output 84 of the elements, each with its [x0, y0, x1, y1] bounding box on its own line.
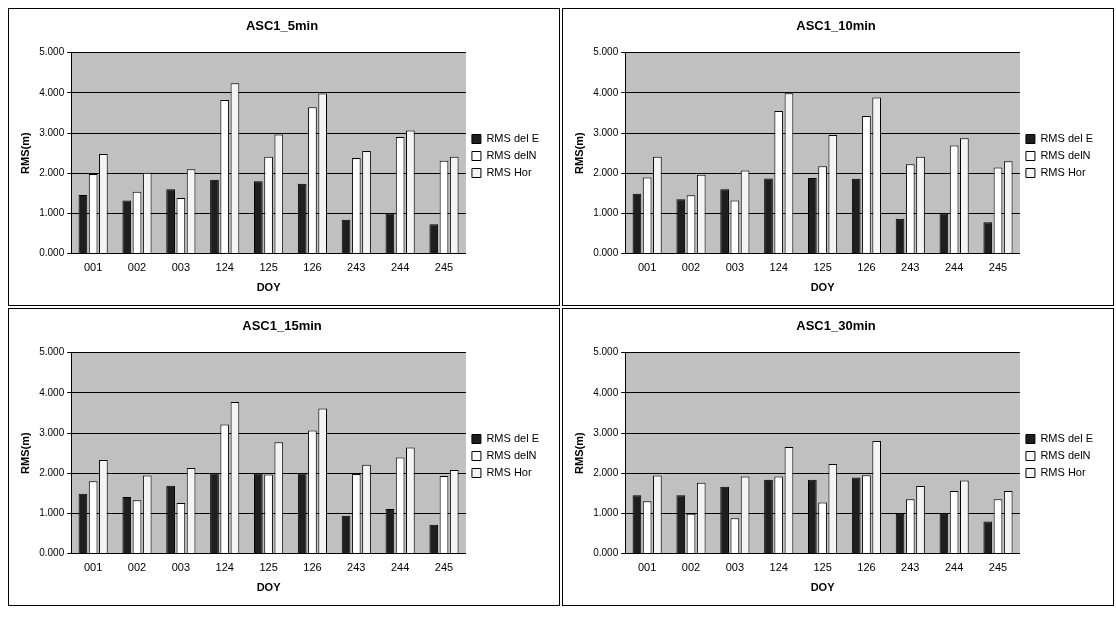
chart-title: ASC1_30min [796, 318, 876, 334]
legend-label: RMS delN [1040, 449, 1091, 462]
x-tick-label: 245 [434, 261, 454, 274]
x-tick-label: 125 [813, 561, 832, 574]
x-tick-label: 001 [83, 561, 103, 574]
legend-label: RMS Hor [1040, 166, 1086, 179]
y-tick-label: 0.000 [593, 247, 619, 259]
y-tick-label: 0.000 [39, 547, 65, 559]
chart-title: ASC1_10min [796, 18, 876, 34]
chart-title: ASC1_15min [242, 318, 322, 334]
y-tick-label: 2.000 [39, 166, 65, 178]
x-tick-label: 126 [303, 261, 322, 274]
x-tick-label: 001 [83, 261, 103, 274]
x-tick-label: 125 [813, 261, 832, 274]
x-tick-label: 244 [944, 261, 964, 274]
y-axis-title: RMS(m) [18, 431, 31, 474]
x-tick-label: 244 [390, 561, 410, 574]
y-tick-label: 5.000 [593, 346, 619, 358]
x-tick-label: 243 [347, 561, 366, 574]
x-tick-label: 002 [127, 561, 147, 574]
x-axis-title: DOY [810, 281, 836, 294]
y-tick-label: 0.000 [39, 247, 65, 259]
x-tick-label: 001 [637, 261, 657, 274]
y-tick-label: 0.000 [593, 547, 619, 559]
x-tick-label: 245 [434, 561, 454, 574]
x-tick-label: 003 [171, 261, 191, 274]
x-tick-label: 245 [988, 561, 1008, 574]
x-tick-label: 124 [769, 261, 788, 274]
y-tick-label: 3.000 [593, 426, 619, 438]
x-tick-label: 244 [944, 561, 964, 574]
x-axis-title: DOY [256, 281, 282, 294]
x-tick-label: 126 [857, 261, 876, 274]
y-tick-label: 4.000 [39, 86, 65, 98]
x-tick-label: 126 [857, 561, 876, 574]
x-tick-label: 003 [171, 561, 191, 574]
legend-label: RMS del E [486, 132, 540, 145]
y-tick-label: 1.000 [593, 507, 619, 519]
x-tick-label: 245 [988, 261, 1008, 274]
y-tick-label: 1.000 [593, 207, 619, 219]
y-tick-label: 2.000 [593, 466, 619, 478]
y-tick-label: 5.000 [39, 346, 65, 358]
legend-label: RMS Hor [486, 466, 532, 479]
legend-label: RMS delN [1040, 149, 1091, 162]
y-tick-label: 4.000 [39, 386, 65, 398]
y-tick-label: 5.000 [39, 46, 65, 58]
x-tick-label: 243 [901, 561, 920, 574]
y-tick-label: 5.000 [593, 46, 619, 58]
x-tick-label: 243 [347, 261, 366, 274]
x-tick-label: 126 [303, 561, 322, 574]
x-tick-label: 243 [901, 261, 920, 274]
legend-label: RMS del E [1040, 432, 1094, 445]
legend-label: RMS del E [486, 432, 540, 445]
y-axis-title: RMS(m) [572, 431, 585, 474]
x-tick-label: 003 [725, 561, 745, 574]
y-tick-label: 1.000 [39, 507, 65, 519]
x-tick-label: 124 [215, 561, 234, 574]
y-tick-label: 2.000 [39, 466, 65, 478]
y-tick-label: 4.000 [593, 86, 619, 98]
y-axis-title: RMS(m) [572, 131, 585, 174]
legend-label: RMS delN [486, 149, 537, 162]
chart-title: ASC1_5min [245, 18, 319, 34]
y-axis-title: RMS(m) [18, 131, 31, 174]
x-tick-label: 244 [390, 261, 410, 274]
x-axis-title: DOY [810, 581, 836, 594]
x-tick-label: 002 [681, 261, 701, 274]
y-tick-label: 3.000 [593, 126, 619, 138]
x-tick-label: 125 [259, 561, 278, 574]
y-tick-label: 4.000 [593, 386, 619, 398]
legend-label: RMS Hor [486, 166, 532, 179]
y-tick-label: 1.000 [39, 207, 65, 219]
x-tick-label: 124 [215, 261, 234, 274]
y-tick-label: 3.000 [39, 426, 65, 438]
x-tick-label: 002 [127, 261, 147, 274]
x-tick-label: 124 [769, 561, 788, 574]
y-tick-label: 3.000 [39, 126, 65, 138]
legend-label: RMS delN [486, 449, 537, 462]
x-axis-title: DOY [256, 581, 282, 594]
x-tick-label: 001 [637, 561, 657, 574]
y-tick-label: 2.000 [593, 166, 619, 178]
x-tick-label: 002 [681, 561, 701, 574]
x-tick-label: 003 [725, 261, 745, 274]
legend-label: RMS del E [1040, 132, 1094, 145]
legend-label: RMS Hor [1040, 466, 1086, 479]
x-tick-label: 125 [259, 261, 278, 274]
